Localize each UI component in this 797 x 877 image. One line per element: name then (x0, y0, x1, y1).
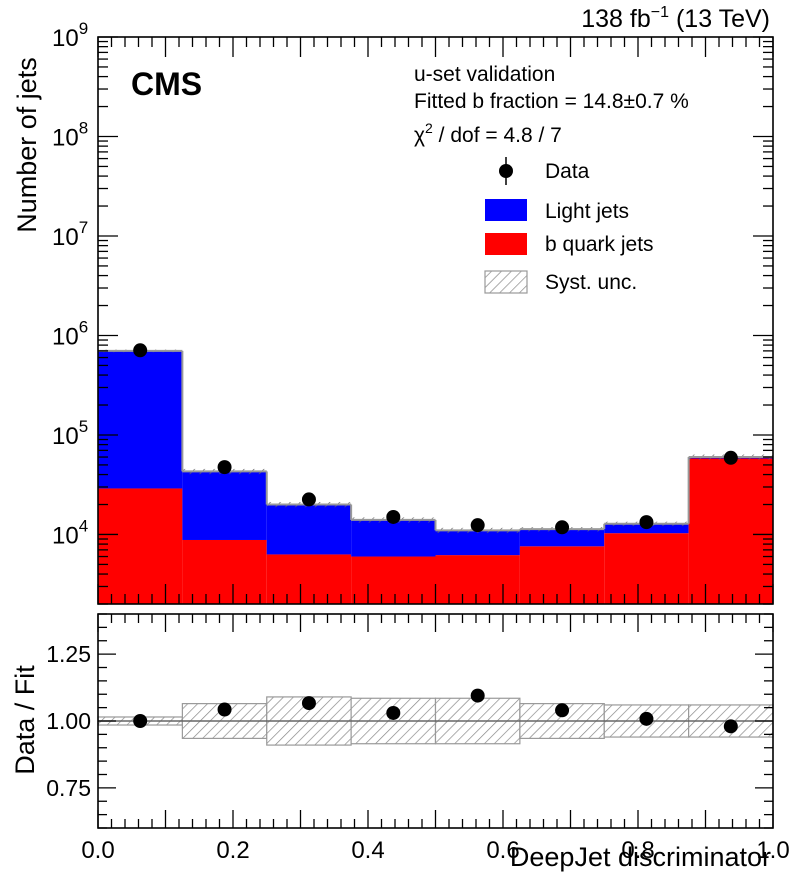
main-y-axis-title: Number of jets (12, 57, 42, 233)
b-jets-bar (266, 554, 352, 604)
ratio-point (133, 714, 148, 728)
y-tick-label: 109 (52, 19, 88, 52)
x-tick-label: 0.0 (81, 837, 114, 864)
light-jets-bar (519, 529, 605, 547)
b-jets-bar (519, 546, 605, 604)
ratio-point (555, 703, 570, 718)
x-tick-label: 0.6 (486, 837, 519, 864)
x-tick-label: 0.4 (351, 837, 384, 864)
x-tick-label: 0.8 (621, 837, 654, 864)
ratio-point (217, 702, 232, 717)
lumi-exponent: −1 (651, 4, 669, 21)
data-point (301, 492, 316, 507)
data-point (723, 450, 738, 465)
b-jets-bar (688, 458, 773, 604)
legend-data-label: Data (545, 160, 590, 183)
legend: Data Light jets b quark jets Syst. unc. (484, 157, 654, 294)
data-point (217, 460, 232, 475)
data-point (555, 520, 570, 535)
b-jets-bar (98, 488, 183, 604)
lumi-energy: (13 TeV) (669, 5, 770, 33)
y-tick-label: 105 (52, 417, 88, 450)
light-jets-bar (435, 530, 520, 556)
legend-light-swatch (485, 199, 527, 221)
y-tick-label: 108 (52, 118, 88, 151)
data-point (470, 518, 485, 533)
ratio-point (386, 705, 401, 720)
light-jets-bar (182, 471, 267, 540)
main-plot: 104 105 106 107 108 109 Number of jets (12, 19, 774, 605)
ratio-y-axis-title: Data / Fit (10, 665, 40, 775)
ratio-y-tick-label: 1.00 (46, 708, 91, 734)
b-jets-bar (182, 539, 267, 604)
data-point (386, 509, 401, 524)
data-point (639, 515, 654, 530)
ratio-point (639, 711, 654, 726)
ratio-point (723, 719, 738, 734)
legend-b-swatch (485, 233, 527, 255)
light-jets-bar (266, 504, 352, 555)
legend-syst-label: Syst. unc. (545, 271, 637, 294)
lumi-label: 138 fb−1 (13 TeV) (581, 4, 770, 33)
light-jets-bar (98, 350, 183, 489)
data-point (133, 343, 148, 358)
cms-label: CMS (131, 66, 202, 102)
x-tick-label: 0.2 (216, 837, 249, 864)
b-jets-bar (351, 556, 436, 604)
y-tick-label: 107 (52, 218, 88, 251)
info-line-2: Fitted b fraction = 14.8±0.7 % (414, 90, 689, 113)
y-tick-label: 106 (52, 317, 88, 350)
ratio-y-tick-label: 0.75 (46, 775, 91, 801)
y-tick-label: 104 (52, 516, 88, 549)
legend-b-label: b quark jets (545, 233, 654, 256)
info-line-3: χ2 / dof = 4.8 / 7 (414, 120, 562, 147)
b-jets-bar (435, 555, 520, 604)
legend-data-marker (499, 164, 513, 178)
legend-syst-swatch (484, 270, 528, 294)
ratio-y-tick-label: 1.25 (46, 641, 91, 667)
info-line-1: u-set validation (414, 63, 555, 86)
ratio-point (470, 688, 485, 703)
b-jets-bar (604, 533, 689, 604)
x-tick-label: 1.0 (756, 837, 789, 864)
light-jets-bar (351, 519, 436, 557)
legend-light-label: Light jets (545, 200, 629, 223)
ratio-point (301, 696, 316, 711)
x-axis-title: DeepJet discriminator (510, 842, 771, 872)
